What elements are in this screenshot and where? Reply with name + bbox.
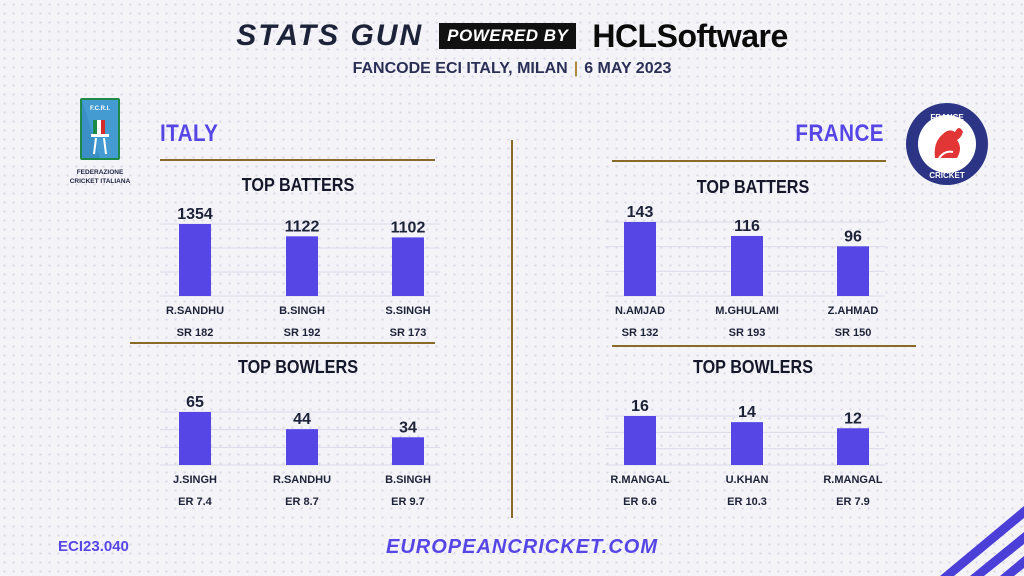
italy-batters-title: TOP BATTERS <box>241 175 355 195</box>
france-logo-text-top: FRANCE <box>930 113 964 122</box>
bar-value-label: 1122 <box>285 218 320 235</box>
player-name-label: M.GHULAMI <box>715 305 779 317</box>
subtitle-separator: | <box>573 60 579 77</box>
player-stat-label: ER 7.9 <box>836 496 870 508</box>
event-date: 6 MAY 2023 <box>584 60 672 77</box>
france-bowlers-title: TOP BOWLERS <box>692 357 814 377</box>
france-batters-chart: 143 N.AMJAD SR 132 116 M.GHULAMI SR 193 96 Z.AH… <box>605 204 885 339</box>
player-stat-label: SR 132 <box>622 327 659 339</box>
player-name-label: J.SINGH <box>173 474 217 486</box>
bar-value-label: 34 <box>399 419 417 436</box>
player-name-label: U.KHAN <box>726 474 769 486</box>
italy-logo-text-line2: CRICKET ITALIANA <box>70 178 131 185</box>
player-stat-label: SR 173 <box>390 327 427 339</box>
bar <box>837 428 869 465</box>
brand-header: STATS GUN POWERED BY HCLSoftware <box>0 14 1024 58</box>
player-name-label: B.SINGH <box>385 474 431 486</box>
bar <box>731 422 763 465</box>
player-stat-label: SR 182 <box>177 327 214 339</box>
italy-header-rule <box>160 159 435 161</box>
bar-value-label: 1354 <box>177 206 213 223</box>
player-stat-label: SR 150 <box>835 327 872 339</box>
bar <box>179 224 211 296</box>
event-subtitle: FANCODE ECI ITALY, MILAN | 6 MAY 2023 <box>0 60 1024 78</box>
sponsor-logo: HCLSoftware <box>592 17 788 54</box>
website-link[interactable]: EUROPEANCRICKET.COM <box>386 536 658 558</box>
bar <box>392 237 424 296</box>
player-stat-label: SR 193 <box>729 327 766 339</box>
bar <box>286 429 318 465</box>
player-name-label: R.MANGAL <box>610 474 670 486</box>
decorative-stripes <box>940 506 1024 576</box>
bar-value-label: 1102 <box>391 219 426 236</box>
player-name-label: N.AMJAD <box>615 305 665 317</box>
italy-logo-text-top: F.C.R.I. <box>90 106 110 112</box>
bar <box>392 437 424 465</box>
player-stat-label: ER 9.7 <box>391 496 425 508</box>
player-name-label: Z.AHMAD <box>828 305 879 317</box>
bar-value-label: 14 <box>738 404 756 421</box>
player-name-label: S.SINGH <box>385 305 430 317</box>
graphic-code: ECI23.040 <box>58 538 129 555</box>
bar <box>286 236 318 296</box>
bar-value-label: 96 <box>844 228 862 245</box>
bar-value-label: 143 <box>627 204 654 221</box>
france-header-rule <box>612 160 886 162</box>
player-name-label: R.MANGAL <box>823 474 883 486</box>
bar <box>179 412 211 465</box>
bar-value-label: 44 <box>293 411 311 428</box>
bar-value-label: 16 <box>631 398 649 415</box>
team-name-france: FRANCE <box>795 120 884 147</box>
player-stat-label: SR 192 <box>284 327 321 339</box>
bar-value-label: 65 <box>186 394 204 411</box>
powered-by-badge: POWERED BY <box>439 23 577 49</box>
italy-bowlers-title: TOP BOWLERS <box>237 357 359 377</box>
bar-value-label: 116 <box>734 218 760 235</box>
italy-bowlers-chart: 65 J.SINGH ER 7.4 44 R.SANDHU ER 8.7 34 B.SINGH… <box>160 394 440 508</box>
italy-logo-text-line1: FEDERAZIONE <box>77 169 124 176</box>
team-name-italy: ITALY <box>160 120 219 147</box>
bar <box>731 235 763 296</box>
player-name-label: B.SINGH <box>279 305 325 317</box>
france-cricket-logo: FRANCE CRICKET <box>906 103 988 185</box>
player-name-label: R.SANDHU <box>273 474 331 486</box>
france-section-rule <box>612 345 916 347</box>
player-stat-label: ER 10.3 <box>727 496 767 508</box>
event-name: FANCODE ECI ITALY, MILAN <box>352 60 568 77</box>
france-bowlers-chart: 16 R.MANGAL ER 6.6 14 U.KHAN ER 10.3 12 R.MANGA… <box>605 398 885 508</box>
player-stat-label: ER 6.6 <box>623 496 657 508</box>
center-divider <box>511 140 513 518</box>
italy-section-rule <box>130 342 435 344</box>
bar <box>837 246 869 296</box>
bar <box>624 222 656 296</box>
player-name-label: R.SANDHU <box>166 305 224 317</box>
france-logo-text-bottom: CRICKET <box>929 171 965 180</box>
italy-batters-chart: 1354 R.SANDHU SR 182 1122 B.SINGH SR 192 1102 S… <box>160 206 440 339</box>
stats-gun-logo: STATS GUN <box>236 19 424 52</box>
bar-value-label: 12 <box>844 410 862 427</box>
player-stat-label: ER 7.4 <box>178 496 213 508</box>
player-stat-label: ER 8.7 <box>285 496 319 508</box>
bar <box>624 416 656 465</box>
france-batters-title: TOP BATTERS <box>696 177 810 197</box>
italy-federation-logo: F.C.R.I. FEDERAZIONE CRICKET ITALIANA <box>70 98 131 185</box>
